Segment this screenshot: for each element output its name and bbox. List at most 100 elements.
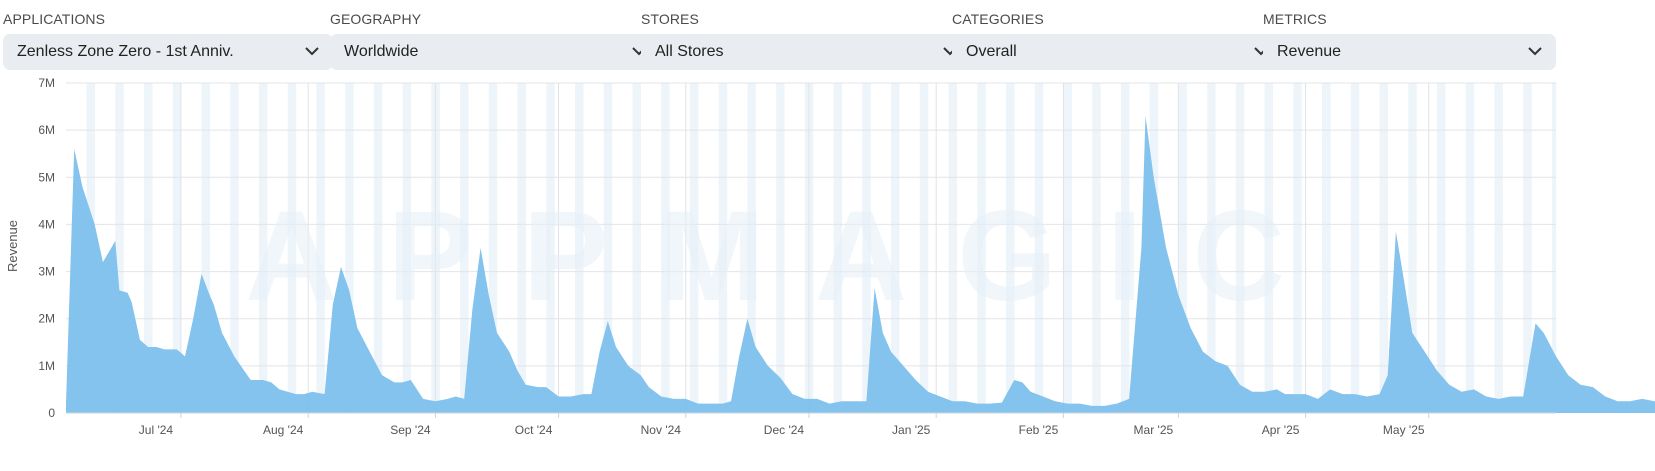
filter-applications: APPLICATIONS Zenless Zone Zero - 1st Ann… (3, 10, 333, 70)
y-tick-label: 0 (48, 406, 55, 420)
weekend-band (320, 83, 325, 413)
weekend-band (550, 83, 555, 413)
weekend-band (143, 83, 149, 413)
weekend-band (1235, 83, 1241, 413)
weekend-band (435, 83, 440, 413)
weekend-band (1441, 83, 1446, 413)
weekend-band (1096, 83, 1101, 413)
y-tick-label: 6M (38, 123, 55, 137)
weekend-band (234, 83, 239, 413)
dropdown-value: Revenue (1277, 43, 1342, 60)
weekend-band (492, 83, 498, 413)
weekend-band (1412, 83, 1417, 413)
weekend-band (460, 83, 465, 413)
applications-dropdown[interactable]: Zenless Zone Zero - 1st Anniv. (3, 34, 333, 70)
weekend-band (837, 83, 843, 413)
weekend-band (780, 83, 785, 413)
weekend-band (862, 83, 867, 413)
dropdown-value: Worldwide (344, 43, 419, 60)
weekend-band (1067, 83, 1072, 413)
x-tick-label: Mar '25 (1134, 423, 1174, 437)
weekend-band (1038, 83, 1044, 413)
weekend-band (431, 83, 436, 413)
weekend-band (776, 83, 781, 413)
weekend-band (1469, 83, 1475, 413)
metrics-dropdown[interactable]: Revenue (1263, 34, 1556, 70)
x-tick-label: Sep '24 (390, 423, 431, 437)
weekend-band (521, 83, 527, 413)
weekend-band (1207, 83, 1212, 413)
weekend-band (406, 83, 412, 413)
filter-label: METRICS (1263, 11, 1327, 27)
filter-label: STORES (641, 11, 699, 27)
weekend-band (751, 83, 756, 413)
weekend-band (258, 83, 264, 413)
weekend-band (1498, 83, 1503, 413)
stores-dropdown[interactable]: All Stores (641, 34, 971, 70)
weekend-band (1268, 83, 1274, 413)
weekend-band (579, 83, 584, 413)
weekend-band (895, 83, 900, 413)
chevron-down-icon (305, 47, 319, 56)
weekend-band (977, 83, 982, 413)
weekend-band (891, 83, 896, 413)
x-tick-label: May '25 (1383, 423, 1425, 437)
y-tick-label: 5M (38, 170, 55, 184)
weekend-band (1264, 83, 1269, 413)
weekend-band (205, 83, 210, 413)
weekend-band (948, 83, 953, 413)
dropdown-value: Zenless Zone Zero - 1st Anniv. (17, 43, 234, 60)
categories-dropdown[interactable]: Overall (952, 34, 1282, 70)
filter-categories: CATEGORIES Overall (952, 10, 1282, 70)
dropdown-value: Overall (966, 43, 1017, 60)
weekend-band (287, 83, 293, 413)
weekend-band (952, 83, 958, 413)
weekend-band (636, 83, 641, 413)
geography-dropdown[interactable]: Worldwide (330, 34, 660, 70)
weekend-band (1350, 83, 1356, 413)
weekend-bands (86, 83, 1557, 413)
weekend-band (349, 83, 354, 413)
weekend-band (1005, 83, 1011, 413)
x-axis-ticks: Jul '24 Aug '24 Sep '24 Oct '24 Nov '24 Dec '… (139, 423, 1425, 437)
weekend-band (1120, 83, 1126, 413)
y-axis-ticks: 0 1M 2M 3M 4M 5M 6M 7M (38, 76, 55, 420)
weekend-band (665, 83, 670, 413)
weekend-band (263, 83, 268, 413)
weekend-band (119, 83, 124, 413)
weekend-band (1063, 83, 1068, 413)
weekend-band (115, 83, 120, 413)
weekend-band (694, 83, 699, 413)
x-tick-label: Aug '24 (263, 423, 304, 437)
weekend-band (1326, 83, 1331, 413)
weekend-band (1551, 83, 1557, 413)
weekend-band (1408, 83, 1413, 413)
x-tick-label: Jul '24 (139, 423, 174, 437)
x-tick-label: Feb '25 (1019, 423, 1059, 437)
weekend-band (464, 83, 469, 413)
weekend-band (1297, 83, 1302, 413)
weekend-band (747, 83, 752, 413)
y-tick-label: 4M (38, 217, 55, 231)
weekend-band (833, 83, 838, 413)
weekend-band (981, 83, 986, 413)
weekend-band (1010, 83, 1015, 413)
watermark: APPMAGIC (245, 185, 1335, 328)
weekend-band (1211, 83, 1216, 413)
filter-bar: APPLICATIONS Zenless Zone Zero - 1st Ann… (0, 0, 1655, 72)
y-tick-label: 2M (38, 312, 55, 326)
weekend-band (574, 83, 580, 413)
weekend-band (402, 83, 407, 413)
weekend-band (1494, 83, 1499, 413)
x-tick-label: Apr '25 (1262, 423, 1300, 437)
weekend-band (345, 83, 350, 413)
revenue-chart[interactable]: APPMAGIC 0 1M 2M 3M 4M 5M 6M 7M Jul '24 Aug '24 S… (0, 76, 1655, 466)
filter-geography: GEOGRAPHY Worldwide (330, 10, 660, 70)
revenue-chart-svg: APPMAGIC 0 1M 2M 3M 4M 5M 6M 7M Jul '24 Aug '24 S… (5, 76, 1655, 437)
y-tick-label: 7M (38, 78, 55, 90)
weekend-band (377, 83, 383, 413)
weekend-band (1034, 83, 1040, 413)
filter-label: CATEGORIES (952, 11, 1044, 27)
filter-label: APPLICATIONS (3, 11, 106, 27)
weekend-band (661, 83, 666, 413)
